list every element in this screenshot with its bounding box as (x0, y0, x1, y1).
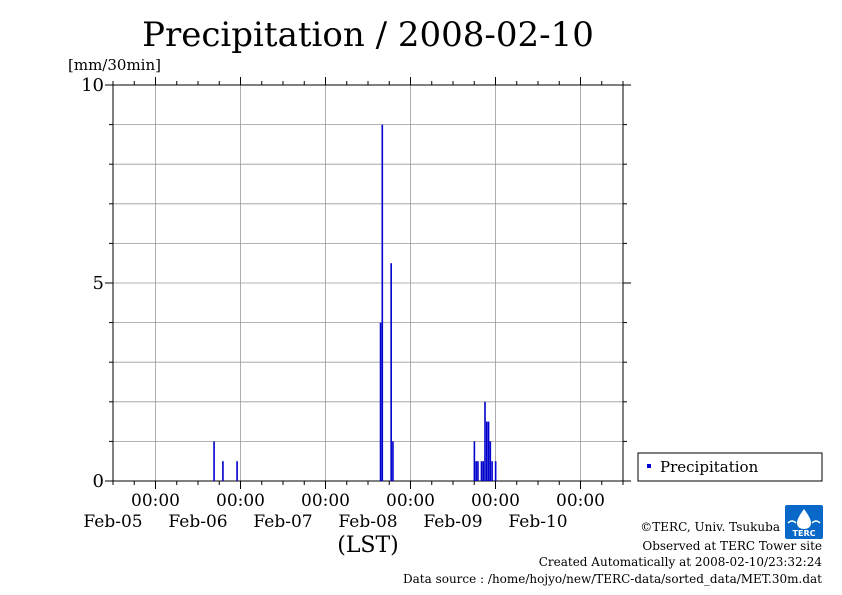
x-date-tick-label: Feb-10 (508, 512, 567, 532)
x-time-tick-label: 00:00 (131, 491, 180, 511)
legend: Precipitation (637, 452, 823, 482)
x-date-tick-label: Feb-08 (338, 512, 397, 532)
wave-icon (787, 520, 821, 524)
legend-swatch (647, 464, 651, 468)
precipitation-bar (489, 441, 492, 481)
precipitation-bar (487, 421, 490, 481)
x-date-tick-label: Feb-05 (83, 512, 142, 532)
precipitation-bar (236, 461, 238, 481)
precipitation-bar (484, 401, 486, 481)
legend-box (637, 452, 823, 482)
precipitation-bar (213, 441, 215, 481)
y-tick-label: 10 (81, 75, 104, 96)
precipitation-bar (482, 461, 485, 481)
x-time-tick-label: 00:00 (556, 491, 605, 511)
precipitation-bar (475, 461, 477, 481)
precipitation-bar (491, 461, 493, 481)
precipitation-bar (494, 461, 497, 481)
precipitation-bar (222, 461, 224, 481)
logo-text: TERC (793, 529, 816, 538)
copyright-text: ©TERC, Univ. Tsukuba (640, 520, 780, 534)
precipitation-bar (390, 263, 392, 481)
y-tick-label: 5 (93, 273, 104, 294)
precipitation-bar (485, 421, 488, 481)
chart-title: Precipitation / 2008-02-10 (142, 15, 594, 55)
y-tick-label: 0 (93, 471, 104, 492)
terc-logo: TERC (785, 505, 823, 539)
droplet-icon (797, 509, 811, 529)
x-time-tick-label: 00:00 (301, 491, 350, 511)
precipitation-bar (379, 322, 382, 481)
x-time-tick-label: 00:00 (471, 491, 520, 511)
data-source-text: Data source : /home/hojyo/new/TERC-data/… (403, 572, 822, 586)
y-axis-unit-label: [mm/30min] (68, 56, 161, 74)
precipitation-bar (477, 461, 479, 481)
x-date-tick-label: Feb-07 (253, 512, 312, 532)
legend-label: Precipitation (660, 458, 759, 476)
x-axis-label: (LST) (337, 533, 399, 558)
x-date-tick-label: Feb-06 (168, 512, 227, 532)
bar-series (213, 124, 497, 481)
x-time-tick-label: 00:00 (216, 491, 265, 511)
credits: ©TERC, Univ. Tsukuba Observed at TERC To… (403, 520, 822, 586)
x-time-tick-label: 00:00 (386, 491, 435, 511)
precipitation-bar (381, 124, 384, 481)
x-date-tick-label: Feb-09 (423, 512, 482, 532)
created-timestamp-text: Created Automatically at 2008-02-10/23:3… (539, 555, 823, 569)
grid-lines (113, 85, 623, 481)
precipitation-bar (480, 461, 483, 481)
precipitation-bar (473, 441, 476, 481)
observed-site-text: Observed at TERC Tower site (642, 539, 822, 553)
precipitation-bar (392, 441, 394, 481)
y-axis-ticks: 0 5 10 (81, 75, 631, 492)
